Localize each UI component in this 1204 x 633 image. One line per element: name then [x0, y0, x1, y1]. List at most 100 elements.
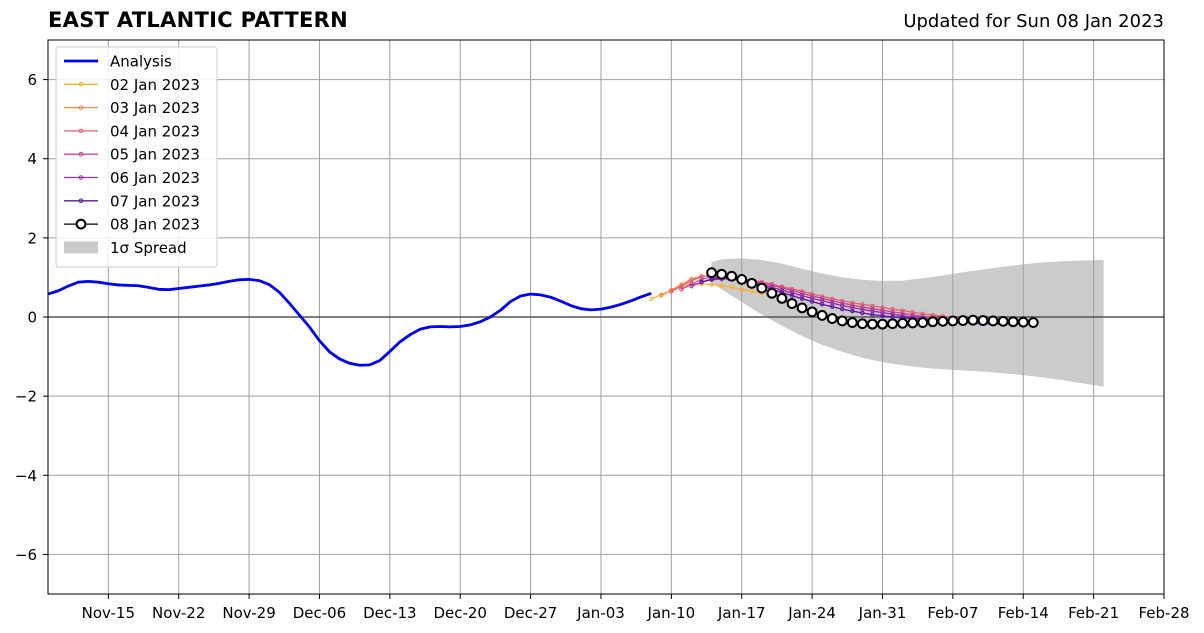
latest-forecast-point [766, 287, 778, 299]
forecast-point [729, 285, 734, 290]
forecast-point [870, 306, 875, 311]
y-tick-label: −4 [15, 467, 37, 485]
latest-forecast-point [967, 314, 979, 326]
forecast-point [819, 302, 825, 307]
forecast-point [669, 289, 674, 294]
forecast-point [880, 308, 885, 313]
forecast-point [880, 313, 885, 319]
y-tick-label: 4 [27, 150, 37, 168]
marker-layer [706, 267, 1039, 330]
forecast-point [850, 300, 855, 305]
x-tick-label: Feb-28 [1138, 604, 1189, 622]
x-tick-label: Nov-29 [222, 604, 275, 622]
latest-forecast-point [856, 318, 868, 330]
legend-swatch-latest-marker [75, 218, 87, 230]
forecast-point [809, 299, 815, 304]
forecast-point [900, 308, 905, 313]
y-tick-label: 6 [27, 71, 37, 89]
latest-forecast-point [756, 282, 768, 294]
x-tick-label: Dec-13 [363, 604, 417, 622]
x-tick-label: Dec-20 [433, 604, 487, 622]
x-tick-label: Feb-07 [927, 604, 978, 622]
latest-forecast-point [947, 315, 959, 327]
legend-swatch-marker [78, 105, 84, 110]
forecast-point [840, 298, 845, 303]
forecast-point [709, 282, 714, 287]
forecast-point [779, 285, 785, 290]
forecast-point [910, 310, 915, 315]
forecast-point [749, 289, 754, 294]
legend-label: 04 Jan 2023 [110, 122, 200, 140]
forecast-point [890, 309, 895, 315]
latest-forecast-point [877, 318, 888, 330]
forecast-point [739, 287, 744, 292]
latest-forecast-point [786, 298, 798, 309]
legend-swatch-marker [78, 198, 84, 204]
legend-label: 1σ Spread [110, 239, 187, 257]
latest-forecast-point [987, 315, 999, 327]
forecast-point [860, 304, 865, 310]
forecast-point [850, 308, 855, 314]
y-tick-label: 0 [27, 309, 37, 327]
forecast-point [860, 310, 865, 316]
legend-box [55, 46, 218, 268]
forecast-point [870, 303, 875, 309]
x-tick-label: Dec-27 [504, 604, 558, 622]
x-tick-label: Nov-22 [152, 604, 205, 622]
chart-title: EAST ATLANTIC PATTERN [48, 8, 348, 32]
legend-label: 05 Jan 2023 [110, 146, 200, 164]
legend-swatch-marker [78, 82, 84, 87]
latest-forecast-point [917, 317, 929, 328]
latest-forecast-point [957, 315, 969, 326]
forecast-point [799, 296, 805, 301]
forecast-point [920, 311, 925, 317]
latest-forecast-point [897, 317, 908, 329]
legend: Analysis 02 Jan 2023 03 Jan 2023 04 Jan 202… [55, 46, 218, 268]
forecast-point [830, 298, 835, 303]
forecast-point [819, 296, 825, 301]
x-tick-label: Nov-15 [82, 604, 135, 622]
y-tick-label: −6 [15, 546, 37, 564]
latest-forecast-point [706, 267, 717, 279]
forecast-point [809, 293, 815, 299]
latest-forecast-point [806, 306, 818, 318]
forecast-point [860, 302, 865, 307]
latest-forecast-point [776, 293, 788, 304]
latest-forecast-point [1007, 316, 1019, 328]
forecast-point [649, 296, 654, 301]
latest-forecast-point [826, 313, 838, 324]
latest-forecast-point [716, 268, 728, 280]
forecast-point [689, 283, 694, 289]
x-tick-label: Jan-31 [858, 604, 907, 622]
forecast-point [719, 283, 724, 288]
latest-forecast-point [927, 316, 939, 328]
forecast-point [699, 274, 704, 279]
latest-forecast-point [977, 315, 989, 326]
latest-forecast-point [907, 317, 919, 329]
forecast-point [880, 305, 885, 310]
latest-forecast-point [1017, 316, 1029, 328]
tick-layer: Nov-15 Nov-22 Nov-29 Dec-06 Dec-13 Dec-20 Dec-… [15, 71, 1190, 622]
latest-forecast-point [836, 315, 848, 327]
forecast-point [890, 312, 895, 317]
forecast-point [840, 306, 845, 312]
latest-forecast-point [846, 317, 858, 328]
latest-forecast-point [796, 302, 808, 314]
x-tick-label: Jan-24 [787, 604, 836, 622]
latest-forecast-point [816, 310, 828, 321]
legend-swatch-marker [78, 151, 84, 157]
forecast-point [789, 293, 795, 298]
y-tick-label: −2 [15, 388, 37, 406]
forecast-point [679, 287, 684, 292]
forecast-point [850, 302, 855, 308]
x-tick-label: Feb-14 [998, 604, 1049, 622]
forecast-point [870, 312, 875, 317]
latest-forecast-point [746, 277, 758, 289]
forecast-point [840, 300, 845, 306]
latest-forecast-point [726, 270, 738, 282]
forecast-point [830, 304, 835, 309]
legend-swatch-marker [78, 175, 84, 180]
x-tick-label: Jan-03 [576, 604, 625, 622]
legend-label: Analysis [110, 53, 172, 71]
